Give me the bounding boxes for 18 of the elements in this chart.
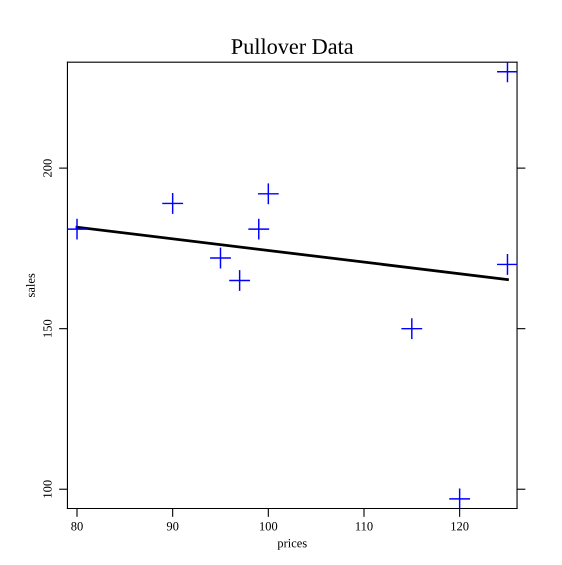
point (401, 318, 422, 340)
y-tick-label: 200 (43, 159, 52, 177)
x-tick-label: 110 (356, 522, 373, 530)
point (449, 488, 470, 508)
x-tick-label: 90 (166, 522, 178, 530)
chart-title: Pullover Data (231, 38, 354, 54)
x-tick-label: 100 (260, 522, 278, 530)
x-tick-label: 120 (451, 522, 469, 530)
point (248, 218, 270, 240)
point (497, 62, 518, 82)
point (258, 183, 279, 204)
y-axis-title: sales (26, 274, 35, 297)
point (497, 254, 518, 275)
x-axis-title: prices (278, 538, 307, 550)
y-tick-label: 100 (43, 480, 52, 498)
y-tick-label: 150 (43, 320, 52, 337)
x-tick-label: 80 (71, 522, 83, 530)
point (162, 193, 184, 214)
